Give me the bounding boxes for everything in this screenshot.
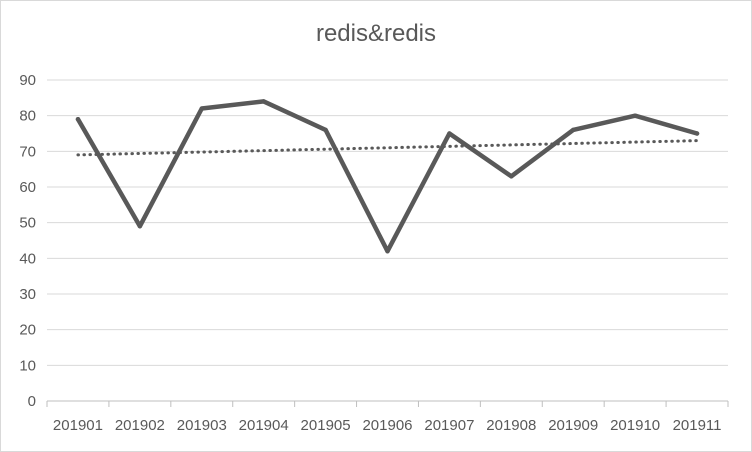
series-line <box>75 99 700 254</box>
x-tick-label: 201905 <box>301 417 351 434</box>
data-point <box>137 224 143 229</box>
data-point <box>323 127 328 133</box>
x-tick-label: 201902 <box>115 417 165 434</box>
data-point <box>385 249 390 254</box>
y-tick-label: 50 <box>19 215 36 232</box>
x-tick-label: 201908 <box>486 417 536 434</box>
data-point <box>694 131 700 136</box>
x-tick-label: 201906 <box>362 417 412 434</box>
data-point <box>447 131 452 136</box>
data-point <box>509 174 514 179</box>
y-tick-label: 40 <box>19 250 36 267</box>
data-point <box>261 99 266 104</box>
data-point <box>199 106 204 111</box>
y-tick-label: 30 <box>19 286 36 303</box>
y-tick-label: 0 <box>28 393 36 410</box>
x-tick-label: 201911 <box>673 417 722 434</box>
y-tick-label: 90 <box>19 72 36 89</box>
y-tick-label: 60 <box>19 179 36 196</box>
x-tick-label: 201904 <box>239 417 289 434</box>
y-tick-label: 80 <box>19 108 36 125</box>
x-tick-label: 201909 <box>548 417 598 434</box>
x-tick-label: 201901 <box>53 417 103 434</box>
data-point <box>571 127 576 133</box>
trendline <box>76 139 699 157</box>
y-tick-label: 20 <box>19 322 36 339</box>
x-tick-label: 201910 <box>610 417 660 434</box>
y-tick-label: 10 <box>19 357 36 374</box>
data-point <box>75 117 81 122</box>
chart-title: redis&redis <box>315 20 437 47</box>
x-tick-label: 201903 <box>177 417 227 434</box>
y-tick-label: 70 <box>19 143 36 160</box>
data-point <box>632 113 638 118</box>
x-tick-label: 201907 <box>424 417 474 434</box>
